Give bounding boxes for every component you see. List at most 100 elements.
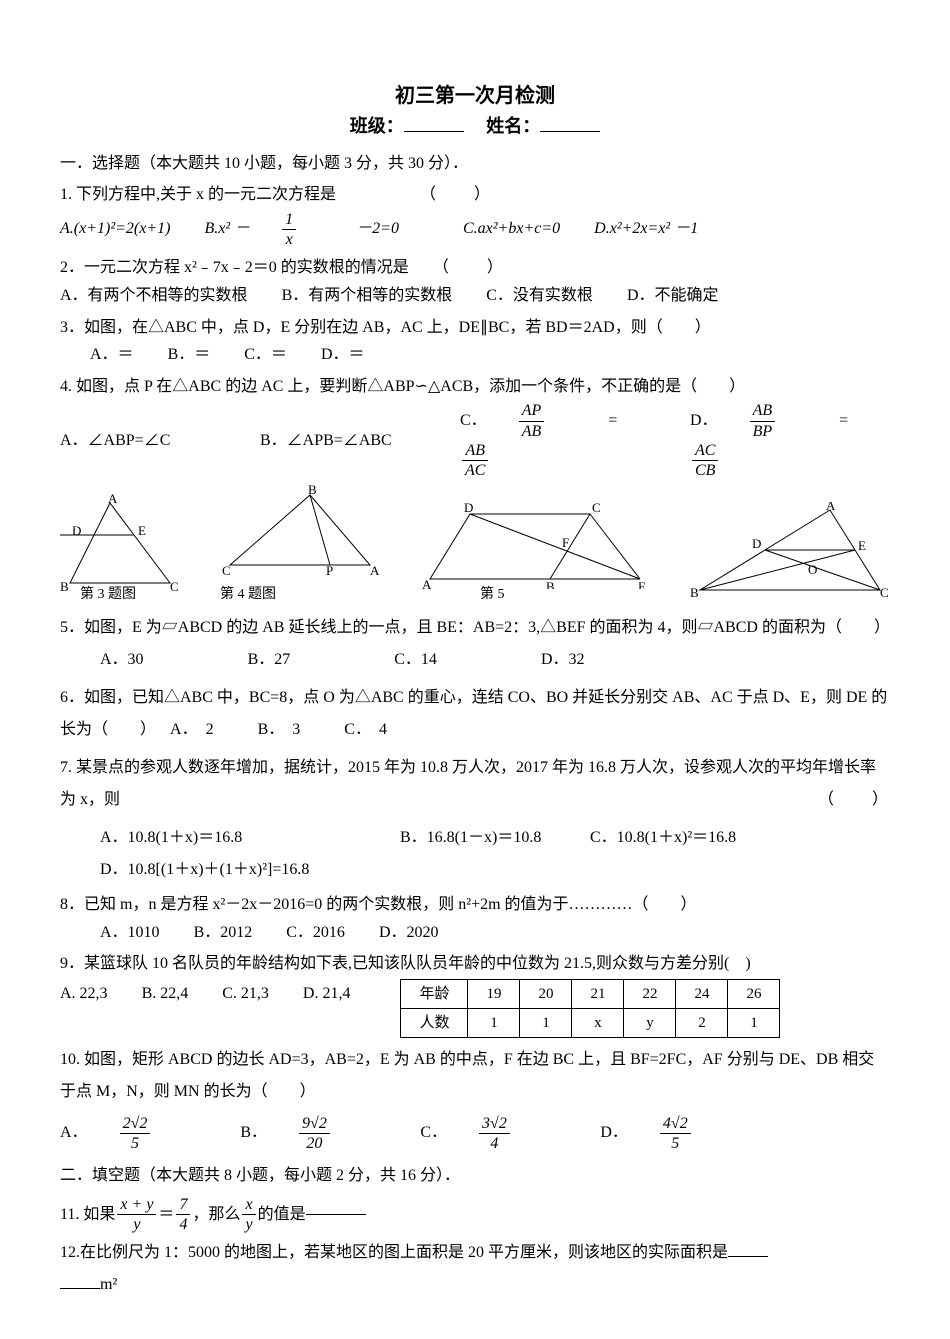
fig6-d: D xyxy=(752,536,761,551)
q7-paren: （ ） xyxy=(818,784,890,816)
q3-opt-a: A．＝ xyxy=(90,346,134,363)
th-21: 21 xyxy=(572,979,624,1008)
fig6-b: B xyxy=(690,585,699,597)
fig5-d: D xyxy=(464,500,473,515)
q4d-f1d: BP xyxy=(750,422,776,441)
q11-blank xyxy=(306,1214,366,1215)
q11-f1: x + yy xyxy=(117,1195,156,1234)
q11-pre: 11. 如果 xyxy=(60,1199,115,1231)
question-1: 1. 下列方程中,关于 x 的一元二次方程是 （ ） xyxy=(60,182,890,208)
table-row: 年龄 19 20 21 22 24 26 xyxy=(401,979,780,1008)
class-label: 班级： xyxy=(350,116,404,136)
q10d-den: 5 xyxy=(660,1134,691,1153)
q4c-f1: APAB xyxy=(519,401,575,440)
question-7: 7. 某景点的参观人数逐年增加，据统计，2015 年为 10.8 万人次，201… xyxy=(60,752,890,816)
td-count: 人数 xyxy=(401,1008,468,1037)
q4c-f2: ABAC xyxy=(462,441,518,480)
q10c-num: 3√2 xyxy=(479,1114,510,1134)
q4d-f2: ACCB xyxy=(692,441,748,480)
fig3-e: E xyxy=(138,523,146,538)
fig6-c: C xyxy=(880,585,889,597)
q4c-f2n: AB xyxy=(462,441,488,461)
name-label: 姓名： xyxy=(486,116,540,136)
q11-eq: ＝ xyxy=(158,1199,174,1231)
fig6-a: A xyxy=(826,502,836,513)
question-12-line2: m² xyxy=(60,1272,890,1298)
q8-opt-c: C．2016 xyxy=(286,924,345,941)
td-4: y xyxy=(624,1008,676,1037)
q11f1n: x + y xyxy=(117,1195,156,1215)
q1b-pre: B.x² － xyxy=(204,220,250,237)
q12-unit: m² xyxy=(100,1276,117,1293)
figure-5: D C A B E F 第 5 xyxy=(420,499,650,606)
q1-text: 1. 下列方程中,关于 x 的一元二次方程是 xyxy=(60,186,336,203)
fig6-e: E xyxy=(858,538,866,553)
q4c-f2d: AC xyxy=(462,461,488,480)
q2-opt-c: C．没有实数根 xyxy=(486,287,593,304)
q11f2d: 4 xyxy=(176,1215,190,1234)
q10a-den: 5 xyxy=(120,1134,151,1153)
q9-opt-a: A. 22,3 xyxy=(60,985,108,1002)
fig6-o: O xyxy=(808,562,817,577)
figure-3: A D E B C 第 3 题图 xyxy=(60,493,180,606)
figures-row: A D E B C 第 3 题图 B C P A 第 4 题图 D C A B xyxy=(60,485,890,606)
fig3-d: D xyxy=(72,523,81,538)
question-6: 6．如图，已知△ABC 中，BC=8，点 O 为△ABC 的重心，连结 CO、B… xyxy=(60,682,890,746)
q10-opt-c: C．3√24 xyxy=(420,1114,570,1153)
q11-post: 的值是 xyxy=(258,1199,306,1231)
q8-opt-d: D．2020 xyxy=(379,924,439,941)
class-blank xyxy=(404,113,464,132)
q10d-pre: D． xyxy=(600,1124,628,1141)
q6-opt-a: A． 2 xyxy=(170,721,214,738)
q11f3d: y xyxy=(242,1215,255,1234)
q11f3n: x xyxy=(242,1195,255,1215)
q4d-f1n: AB xyxy=(750,401,776,421)
q8-opt-a: A．1010 xyxy=(100,924,160,941)
q4-options: A．∠ABP=∠C B．∠APB=∠ABC C．APAB = ABAC D．AB… xyxy=(60,401,890,480)
q7-text: 7. 某景点的参观人数逐年增加，据统计，2015 年为 10.8 万人次，201… xyxy=(60,759,876,808)
q12-text: 12.在比例尺为 1：5000 的地图上，若某地区的图上面积是 20 平方厘米，… xyxy=(60,1244,728,1261)
q6-opt-c: C． 4 xyxy=(344,721,387,738)
figure-6-svg: A D E O B C xyxy=(690,502,890,597)
q10a-num: 2√2 xyxy=(120,1114,151,1134)
q4d-pre: D． xyxy=(690,412,718,429)
q11-f2: 74 xyxy=(176,1195,190,1234)
q2-options: A．有两个不相等的实数根 B．有两个相等的实数根 C．没有实数根 D．不能确定 xyxy=(60,283,890,309)
q10-options: A．2√25 B．9√220 C．3√24 D．4√25 xyxy=(60,1114,890,1153)
q4d-f2n: AC xyxy=(692,441,718,461)
th-20: 20 xyxy=(520,979,572,1008)
q2-opt-b: B．有两个相等的实数根 xyxy=(282,287,453,304)
q5-opt-b: B．27 xyxy=(248,651,291,668)
q12-blank2 xyxy=(60,1288,100,1289)
fig5-e: E xyxy=(638,579,646,589)
q1b-den: x xyxy=(282,230,296,249)
fig4-p: P xyxy=(326,563,333,575)
section-2-header: 二．填空题（本大题共 8 小题，每小题 2 分，共 16 分）． xyxy=(60,1163,890,1189)
question-4: 4. 如图，点 P 在△ABC 的边 AC 上，要判断△ABP∽△ACB，添加一… xyxy=(60,374,890,400)
q8-opt-b: B．2012 xyxy=(194,924,253,941)
q10b-frac: 9√220 xyxy=(299,1114,360,1153)
name-blank xyxy=(540,113,600,132)
q11f1d: y xyxy=(117,1215,156,1234)
question-10: 10. 如图，矩形 ABCD 的边长 AD=3，AB=2，E 为 AB 的中点，… xyxy=(60,1044,890,1108)
q4c-f1n: AP xyxy=(519,401,545,421)
fig5-c: C xyxy=(592,500,601,515)
q10b-pre: B． xyxy=(240,1124,267,1141)
q1b-frac: 1x xyxy=(282,210,326,249)
q10c-frac: 3√24 xyxy=(479,1114,540,1153)
q4d-eq: = xyxy=(835,412,848,429)
q2-paren: （ ） xyxy=(433,259,505,276)
q9-opt-b: B. 22,4 xyxy=(142,985,189,1002)
exam-subtitle: 班级： 姓名： xyxy=(60,112,890,141)
figure-3-svg: A D E B C xyxy=(60,493,180,593)
td-3: x xyxy=(572,1008,624,1037)
fig5-a: A xyxy=(422,577,432,589)
fig3-c: C xyxy=(170,579,179,593)
fig4-c: C xyxy=(222,563,231,575)
q4-opt-d: D． ABBP = ACCB xyxy=(690,401,860,480)
q4c-f1d: AB xyxy=(519,422,545,441)
q4-opt-c: C．APAB = ABAC xyxy=(460,401,660,480)
td-2: 1 xyxy=(520,1008,572,1037)
fig4-a: A xyxy=(370,563,380,575)
q4-opt-b: B．∠APB=∠ABC xyxy=(260,428,430,454)
